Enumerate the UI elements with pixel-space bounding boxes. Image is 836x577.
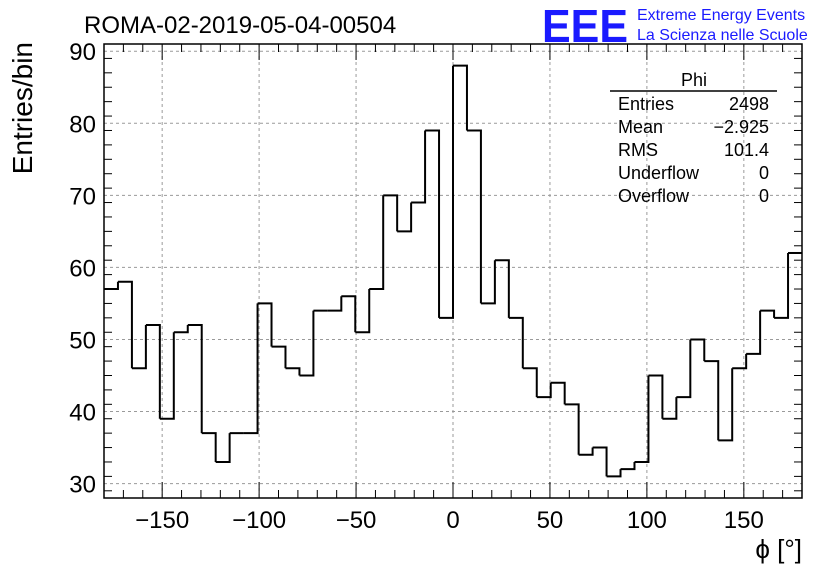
x-axis: −150 −100 −50 0 50 100 150 <box>103 44 803 534</box>
histogram-bin <box>466 129 482 304</box>
stats-value: 0 <box>759 186 769 206</box>
stats-value: 2498 <box>729 94 769 114</box>
histogram-bin <box>564 403 580 455</box>
histogram-bin <box>201 432 217 462</box>
y-axis: 30 40 50 60 70 80 90 <box>69 39 802 499</box>
histogram-bin <box>285 367 301 376</box>
run-title: ROMA-02-2019-05-04-00504 <box>84 12 396 39</box>
histogram-bin <box>494 259 510 318</box>
stats-label: Entries <box>618 94 674 114</box>
logo-line-2: La Scienza nelle Scuole <box>637 27 808 44</box>
histogram-bin <box>299 310 315 377</box>
stats-value: −2.925 <box>713 117 769 137</box>
stats-value: 101.4 <box>724 140 769 160</box>
histogram-bin <box>341 295 357 333</box>
histogram-bin <box>327 296 343 312</box>
histogram-bin <box>718 368 734 442</box>
y-axis-label: Entries/bin <box>7 42 38 174</box>
histogram-bin <box>620 461 636 471</box>
histogram-bin <box>578 447 594 456</box>
histogram-bin <box>536 382 552 399</box>
x-tick-label: −50 <box>336 507 377 534</box>
x-tick-label: 100 <box>627 507 667 534</box>
histogram-bin <box>690 338 706 362</box>
histogram-bin <box>173 325 189 334</box>
stats-box: Phi Entries 2498 Mean −2.925 RMS 101.4 Underfl… <box>610 70 777 206</box>
x-tick-label: 150 <box>724 507 764 534</box>
histogram-bin <box>480 260 496 305</box>
histogram-bin <box>774 252 790 319</box>
x-axis-label: ϕ [°] <box>755 534 802 564</box>
stats-label: Overflow <box>618 186 690 206</box>
y-tick-label: 70 <box>69 183 96 210</box>
y-tick-label: 40 <box>69 400 96 427</box>
histogram-bin <box>257 302 273 347</box>
y-tick-label: 90 <box>69 39 96 66</box>
histogram-bin <box>145 324 161 419</box>
histogram-bin <box>508 316 524 369</box>
histogram-bin <box>746 310 762 355</box>
stats-value: 0 <box>759 163 769 183</box>
histogram-bin <box>411 130 427 204</box>
y-tick-label: 80 <box>69 111 96 138</box>
stats-title: Phi <box>681 70 707 90</box>
stats-label: Mean <box>618 117 663 137</box>
histogram-bin <box>453 64 468 131</box>
histogram-bin <box>243 303 259 435</box>
histogram-bin <box>648 374 664 419</box>
histogram-bin <box>383 194 399 232</box>
histogram-bin <box>187 324 203 434</box>
y-tick-label: 60 <box>69 255 96 282</box>
histogram-bin <box>159 332 175 420</box>
stats-label: Underflow <box>618 163 700 183</box>
histogram-bin <box>634 375 650 463</box>
histogram-bin <box>606 469 622 478</box>
eee-logo: EEE <box>542 0 628 52</box>
histogram-bin <box>439 65 454 319</box>
x-tick-label: −100 <box>232 507 286 534</box>
histogram-bin <box>662 397 678 420</box>
histogram-bin <box>732 353 748 370</box>
histogram-bin <box>676 339 692 399</box>
stats-label: RMS <box>618 140 658 160</box>
histogram-bin <box>131 325 147 370</box>
histogram-bin <box>592 446 608 477</box>
histogram-bin <box>271 345 287 369</box>
logo-line-1: Extreme Energy Events <box>637 7 805 24</box>
histogram-bin <box>104 281 119 291</box>
histogram-bin <box>355 289 371 334</box>
histogram-bin <box>550 381 566 405</box>
y-tick-label: 50 <box>69 327 96 354</box>
histogram-bin <box>369 195 385 291</box>
histogram-bin <box>215 433 231 463</box>
histogram-bin <box>704 360 720 441</box>
histogram-bin <box>760 309 776 318</box>
x-tick-label: 50 <box>537 507 564 534</box>
histogram-bin <box>117 280 133 369</box>
histogram-bin <box>397 202 413 233</box>
x-tick-label: −150 <box>135 507 189 534</box>
y-tick-label: 30 <box>69 472 96 499</box>
histogram-bin <box>425 129 441 318</box>
stats-rows: Entries 2498 Mean −2.925 RMS 101.4 Underflow 0 O… <box>618 94 769 206</box>
histogram-layer <box>104 64 802 478</box>
x-tick-label: 0 <box>446 507 459 534</box>
histogram-bin <box>522 367 538 398</box>
